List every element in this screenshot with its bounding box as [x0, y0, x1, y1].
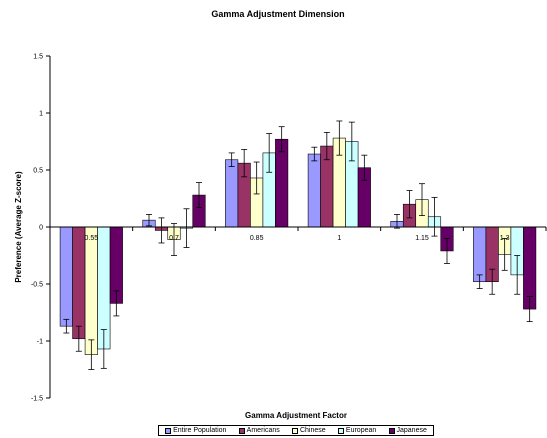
legend-label: European	[345, 427, 377, 434]
chart-title: Gamma Adjustment Dimension	[211, 9, 344, 19]
plot-area: -1.5 -1 -0.5 0 0.5 1 1.5 0.55 0.7 0.85 1 1.15 1.3	[31, 54, 547, 403]
bar	[72, 226, 86, 340]
chart-legend: Entire Population Americans Chinese Europea…	[158, 425, 434, 436]
x-tick-label: 1.15	[415, 235, 429, 242]
bar	[225, 159, 239, 228]
bar	[84, 226, 98, 355]
x-axis-label: Gamma Adjustment Factor	[245, 411, 347, 420]
y-tick-label: -1	[37, 339, 43, 346]
y-tick-label: -1.5	[31, 396, 43, 403]
bar	[59, 226, 73, 327]
legend-swatch	[291, 427, 298, 434]
y-tick-label: 0	[39, 225, 43, 232]
legend-swatch	[388, 427, 395, 434]
legend-label: Americans	[246, 427, 280, 434]
x-tick-label: 0.85	[250, 235, 264, 242]
x-tick-label: 0.7	[169, 235, 179, 242]
y-axis-label: Preference (Average Z-score)	[14, 171, 23, 283]
y-tick-label: 1	[39, 111, 43, 118]
legend-label: Japanese	[396, 427, 427, 434]
legend-item: Japanese	[388, 427, 427, 434]
legend-item: Entire Population	[165, 427, 226, 434]
y-tick-label: -0.5	[31, 282, 43, 289]
bar	[307, 153, 321, 228]
bar	[275, 138, 289, 228]
legend-label: Entire Population	[173, 427, 227, 434]
legend-swatch	[165, 427, 172, 434]
bar	[473, 226, 487, 283]
legend-label: Chinese	[299, 427, 326, 434]
legend-swatch	[337, 427, 344, 434]
legend-item: Americans	[238, 427, 280, 434]
y-tick-label: 0.5	[33, 168, 43, 175]
x-tick-label: 1	[337, 235, 341, 242]
legend-item: Chinese	[291, 427, 326, 434]
x-tick-label: 0.55	[85, 235, 99, 242]
x-tick-label: 1.3	[500, 235, 510, 242]
legend-item: European	[337, 427, 377, 434]
legend-swatch	[238, 427, 245, 434]
y-tick-label: 1.5	[33, 54, 43, 61]
